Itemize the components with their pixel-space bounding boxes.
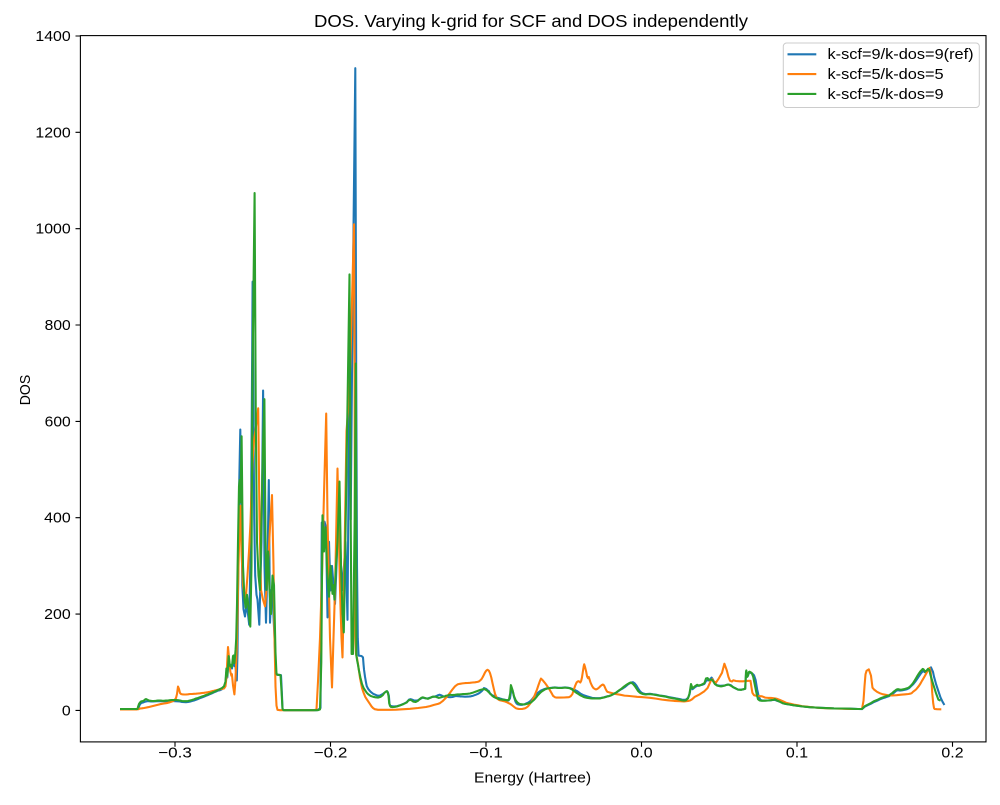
svg-text:400: 400 <box>44 511 71 527</box>
svg-text:600: 600 <box>45 414 71 430</box>
svg-text:200: 200 <box>44 607 71 623</box>
svg-text:−0.2: −0.2 <box>314 746 348 762</box>
svg-text:0.1: 0.1 <box>786 746 808 762</box>
svg-text:k-scf=5/k-dos=5: k-scf=5/k-dos=5 <box>828 67 944 83</box>
svg-text:DOS. Varying k-grid for SCF an: DOS. Varying k-grid for SCF and DOS inde… <box>314 11 748 31</box>
svg-text:Energy (Hartree): Energy (Hartree) <box>474 770 591 786</box>
svg-text:0.0: 0.0 <box>630 746 652 762</box>
svg-text:1400: 1400 <box>35 29 70 45</box>
svg-text:0: 0 <box>62 703 71 719</box>
svg-text:k-scf=5/k-dos=9: k-scf=5/k-dos=9 <box>828 87 944 103</box>
svg-text:DOS: DOS <box>18 375 34 406</box>
svg-text:−0.3: −0.3 <box>158 746 192 762</box>
svg-text:1000: 1000 <box>35 222 70 238</box>
svg-text:800: 800 <box>45 318 71 334</box>
svg-text:0.2: 0.2 <box>941 746 963 762</box>
svg-text:−0.1: −0.1 <box>469 746 503 762</box>
svg-text:k-scf=9/k-dos=9(ref): k-scf=9/k-dos=9(ref) <box>828 47 974 63</box>
svg-text:1200: 1200 <box>35 125 70 141</box>
